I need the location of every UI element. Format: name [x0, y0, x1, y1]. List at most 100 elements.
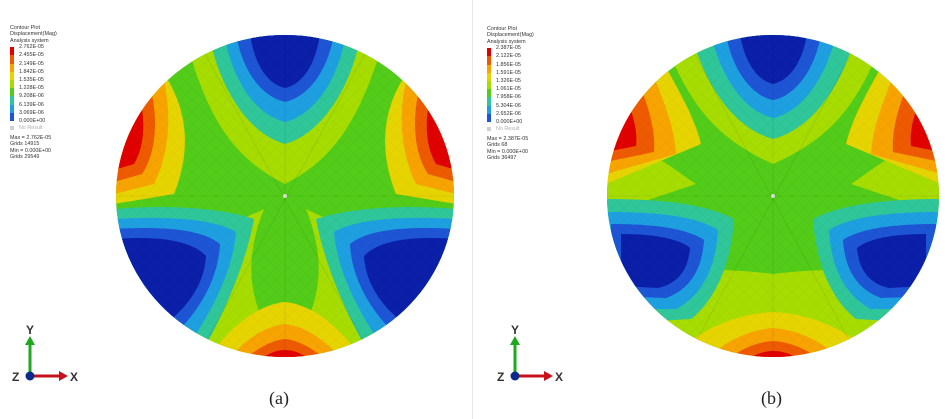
color-scale: 2.762E-05 2.455E-05 2.149E-05 1.842E-05 … [10, 44, 57, 125]
scale-value: 0.000E+00 [496, 118, 523, 125]
z-axis-label: Z [12, 370, 19, 384]
swatch-7 [487, 105, 491, 114]
scale-row: 2.149E-05 [10, 60, 57, 72]
swatch-6 [10, 96, 14, 105]
z-axis-dot [510, 371, 520, 381]
max-grid: Grids 68 [487, 142, 508, 149]
scale-row: 9.208E-06 [10, 93, 57, 105]
y-axis-arrowhead [25, 336, 35, 345]
z-axis-label: Z [497, 370, 504, 384]
scale-value: 1.061E-05 [496, 86, 521, 93]
y-axis-label: Y [511, 323, 519, 337]
max-value: Max = 2.387E-05 [487, 135, 529, 142]
no-result-swatch [487, 126, 491, 131]
legend-field: Displacement(Mag) [10, 31, 57, 38]
scale-value: 0.000E+00 [19, 117, 46, 124]
legend-system: Analysis system [10, 37, 49, 44]
legend-stats: Max = 2.762E-05 Grids 14915 Min = 0.000E… [10, 135, 57, 161]
swatch-4 [10, 79, 14, 89]
contour-legend: Contour Plot Displacement(Mag) Analysis … [487, 26, 534, 162]
legend-title: Contour Plot [487, 26, 517, 32]
axis-triad: Y X Z [497, 323, 563, 384]
scale-value: 5.304E-06 [496, 102, 521, 109]
scale-value: 1.842E-05 [19, 68, 44, 75]
swatch-5 [487, 89, 491, 98]
scale-value: 2.387E-05 [496, 45, 521, 52]
mesh-overlay [607, 35, 939, 357]
scale-row: 1.591E-05 [487, 69, 534, 81]
scale-value: 1.591E-05 [496, 69, 521, 76]
scale-row: 1.856E-05 [487, 61, 534, 73]
y-axis-arrowhead [510, 336, 520, 345]
scale-row: 2.762E-05 [10, 44, 57, 56]
contour-legend: Contour Plot Displacement(Mag) Analysis … [10, 25, 57, 161]
scale-value: 6.139E-06 [19, 101, 44, 108]
scale-value: 9.208E-06 [19, 93, 44, 100]
scale-row: 3.069E-06 [10, 109, 57, 121]
no-result-entry: No Result [10, 125, 57, 132]
swatch-8 [487, 113, 491, 122]
swatch-3 [487, 72, 491, 81]
no-result-label: No Result [496, 125, 520, 132]
scale-row: 0.000E+00 [487, 118, 534, 126]
scale-value: 2.149E-05 [19, 60, 44, 67]
x-axis-arrowhead [544, 371, 553, 381]
scale-row: 5.304E-06 [487, 102, 534, 114]
scale-row: 0.000E+00 [10, 117, 57, 125]
min-value: Min = 0.000E+00 [487, 148, 529, 155]
scale-row: 2.652E-06 [487, 110, 534, 122]
legend-system: Analysis system [487, 38, 526, 45]
swatch-2 [487, 64, 491, 73]
max-grid: Grids 14915 [10, 141, 40, 148]
caption-b: (b) [761, 388, 782, 408]
x-axis-label: X [555, 370, 563, 384]
min-value: Min = 0.000E+00 [10, 147, 52, 154]
swatch-8 [10, 112, 14, 121]
caption-a: (a) [269, 388, 289, 408]
swatch-4 [487, 80, 491, 90]
scale-value: 3.069E-06 [19, 109, 44, 116]
x-axis-arrowhead [59, 371, 68, 381]
panel-divider [472, 0, 473, 419]
scale-row: 1.326E-05 [487, 77, 534, 90]
color-scale: 2.387E-05 2.122E-05 1.856E-05 1.591E-05 … [487, 45, 534, 126]
min-grid: Grids 29549 [10, 154, 40, 161]
z-axis-dot [25, 371, 35, 381]
contour-plot [116, 35, 454, 357]
scale-value: 7.958E-06 [496, 94, 521, 101]
scale-value: 1.535E-05 [19, 76, 44, 83]
scale-row: 6.139E-06 [10, 101, 57, 113]
no-result-label: No Result [19, 124, 43, 131]
panel-a: Contour Plot Displacement(Mag) Analysis … [0, 0, 472, 419]
legend-stats: Max = 2.387E-05 Grids 68 Min = 0.000E+00… [487, 136, 534, 162]
swatch-3 [10, 71, 14, 80]
center-node [283, 194, 287, 198]
scale-row: 1.842E-05 [10, 68, 57, 80]
scale-value: 1.856E-05 [496, 61, 521, 68]
scale-value: 1.326E-05 [496, 77, 521, 84]
y-axis-label: Y [26, 323, 34, 337]
swatch-7 [10, 104, 14, 113]
scale-row: 1.228E-05 [10, 85, 57, 97]
swatch-1 [487, 56, 491, 65]
scale-row: 7.958E-06 [487, 94, 534, 106]
scale-value: 2.122E-05 [496, 53, 521, 60]
no-result-swatch [10, 125, 14, 130]
scale-value: 2.652E-06 [496, 110, 521, 117]
center-node [771, 194, 775, 198]
contour-plot [607, 35, 939, 357]
max-value: Max = 2.762E-05 [10, 134, 52, 141]
swatch-2 [10, 63, 14, 72]
scale-value: 2.455E-05 [19, 52, 44, 59]
legend-title: Contour Plot [10, 25, 40, 31]
min-grid: Grids 36497 [487, 155, 517, 162]
scale-row: 2.455E-05 [10, 52, 57, 64]
scale-value: 2.762E-05 [19, 44, 44, 51]
swatch-6 [487, 97, 491, 106]
scale-value: 1.228E-05 [19, 85, 44, 92]
scale-row: 2.387E-05 [487, 45, 534, 57]
axis-triad: Y X Z [12, 323, 78, 384]
x-axis-label: X [70, 370, 78, 384]
swatch-0 [10, 47, 14, 56]
